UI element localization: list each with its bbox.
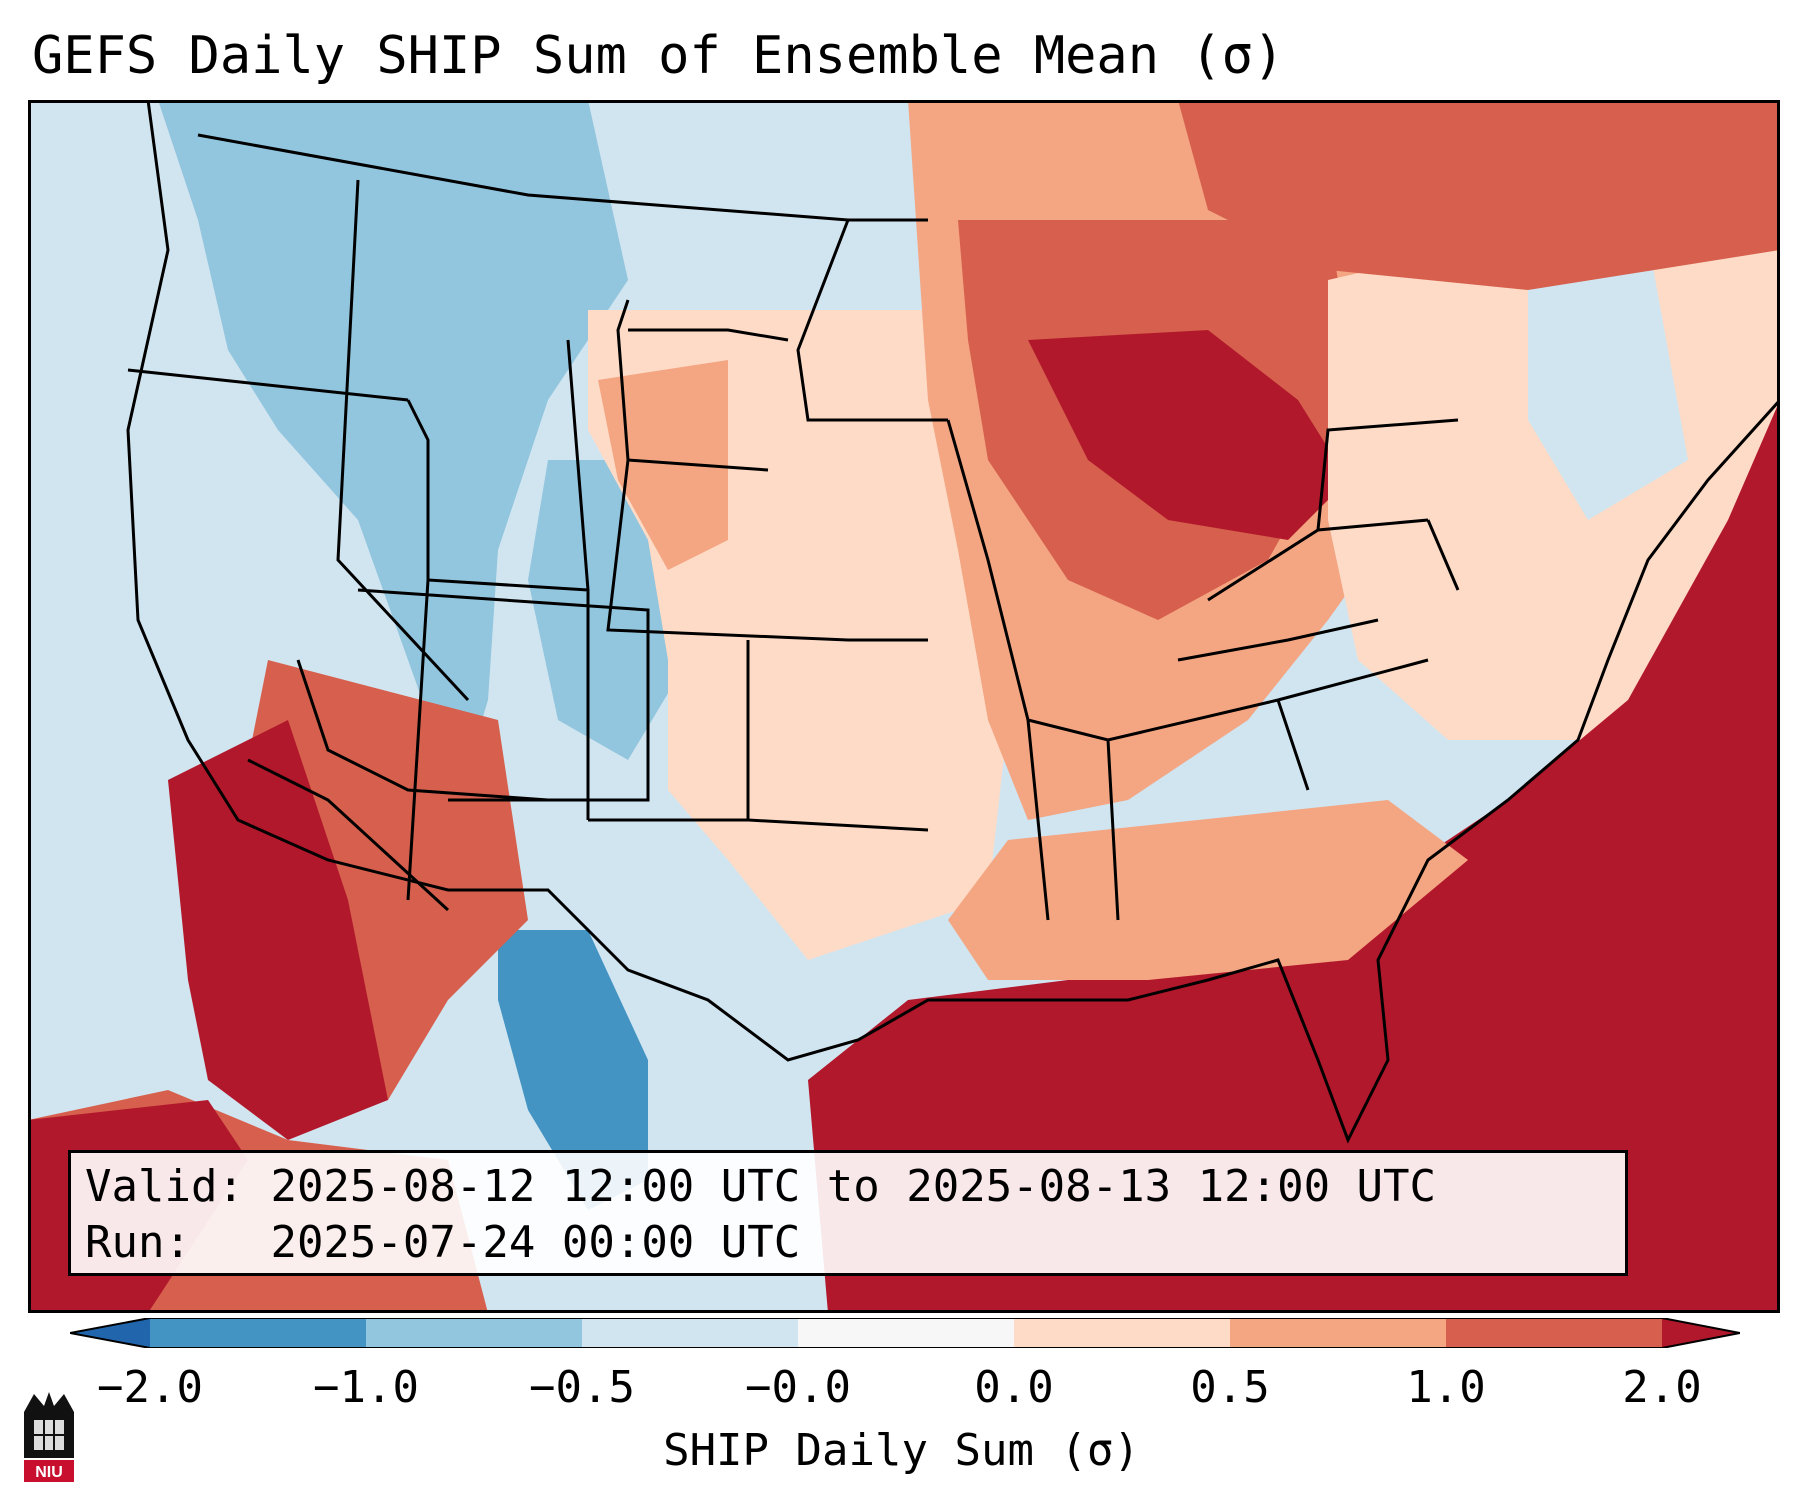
new-england-blue-region (1528, 240, 1688, 520)
valid-time-box: Valid: 2025-08-12 12:00 UTC to 2025-08-1… (68, 1150, 1628, 1276)
western-blue-region (158, 100, 628, 800)
colorbar-bin-6 (1230, 1318, 1446, 1348)
run-value: 2025-07-24 00:00 UTC (270, 1217, 801, 1268)
valid-value: 2025-08-12 12:00 UTC to 2025-08-13 12:00… (270, 1161, 1437, 1212)
colorbar-tick-label: −0.5 (529, 1362, 635, 1413)
colorbar-label: SHIP Daily Sum (σ) (663, 1425, 1140, 1476)
colorbar-bin-1 (150, 1318, 366, 1348)
colorbar-tick-label: −1.0 (313, 1362, 419, 1413)
baja-red-region (168, 720, 388, 1140)
boundary-lines (126, 100, 1780, 1144)
colorbar-tick-label: 2.0 (1622, 1362, 1702, 1413)
colorbar-bin-7 (1446, 1318, 1662, 1348)
map-border (28, 100, 1780, 1313)
niu-logo-icon: NIU (24, 1392, 74, 1482)
state-lines-plains (606, 219, 948, 832)
colorbar (70, 1318, 1740, 1348)
us-outline (126, 100, 1780, 1144)
state-lines-west (127, 179, 748, 901)
colorbar-tick-label: 0.5 (1190, 1362, 1270, 1413)
lake-superior-region (1028, 330, 1348, 540)
valid-label: Valid: (85, 1161, 244, 1212)
canada-border (197, 133, 928, 222)
colorbar-bin-3 (582, 1318, 798, 1348)
logo-text: NIU (35, 1464, 63, 1481)
mexico-border (247, 659, 549, 912)
high-plains-warm-region (598, 360, 728, 570)
colorbar-tick-label: 0.0 (974, 1362, 1054, 1413)
texas-blue-region (498, 930, 648, 1210)
state-lines-east (946, 418, 1460, 921)
southeast-region (948, 800, 1468, 980)
colorbar-bin-2 (366, 1318, 582, 1348)
atlantic-red-region (808, 400, 1780, 1313)
colorbar-extend-low (70, 1318, 150, 1348)
canada-east-red-region (1178, 100, 1780, 290)
map-title: GEFS Daily SHIP Sum of Ensemble Mean (σ) (32, 26, 1285, 86)
shaded-field-map (28, 100, 1780, 1313)
run-label: Run: (85, 1217, 191, 1268)
colorbar-bin-4 (798, 1318, 1014, 1348)
colorbar-tick-label: −0.0 (745, 1362, 851, 1413)
colorbar-tick-label: −2.0 (97, 1362, 203, 1413)
colorbar-bin-5 (1014, 1318, 1230, 1348)
colorbar-tick-label: 1.0 (1406, 1362, 1486, 1413)
colorbar-extend-high (1662, 1318, 1740, 1348)
map-panel (28, 100, 1780, 1313)
